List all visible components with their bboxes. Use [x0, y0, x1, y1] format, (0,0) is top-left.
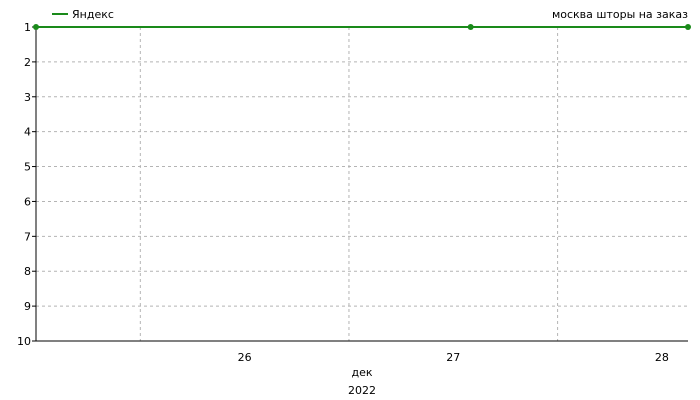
grid	[36, 27, 688, 341]
y-tick-label: 1	[24, 21, 31, 34]
x-tick-labels: 26 27 28	[238, 351, 669, 364]
y-tick-label: 3	[24, 91, 31, 104]
x-tick-label: 28	[655, 351, 669, 364]
y-tick-label: 4	[24, 126, 31, 139]
data-point	[33, 24, 39, 30]
y-tick-labels: 1 2 3 4 5 6 7 8 9 10	[17, 21, 31, 348]
x-axis-label: дек	[351, 366, 372, 379]
x-tick-label: 26	[238, 351, 252, 364]
y-tick-label: 9	[24, 300, 31, 313]
x-axis-sublabel: 2022	[348, 384, 376, 397]
series-layer	[33, 24, 691, 30]
y-tick-label: 8	[24, 265, 31, 278]
legend: Яндекс	[52, 8, 114, 21]
x-tick-label: 27	[446, 351, 460, 364]
y-tick-label: 7	[24, 230, 31, 243]
data-point	[685, 24, 691, 30]
y-tick-label: 10	[17, 335, 31, 348]
y-tick-label: 5	[24, 161, 31, 174]
y-tick-label: 2	[24, 56, 31, 69]
y-tick-label: 6	[24, 195, 31, 208]
axes	[32, 25, 688, 342]
legend-label: Яндекс	[72, 8, 114, 21]
chart-title: москва шторы на заказ	[552, 8, 688, 21]
data-point	[467, 24, 474, 30]
